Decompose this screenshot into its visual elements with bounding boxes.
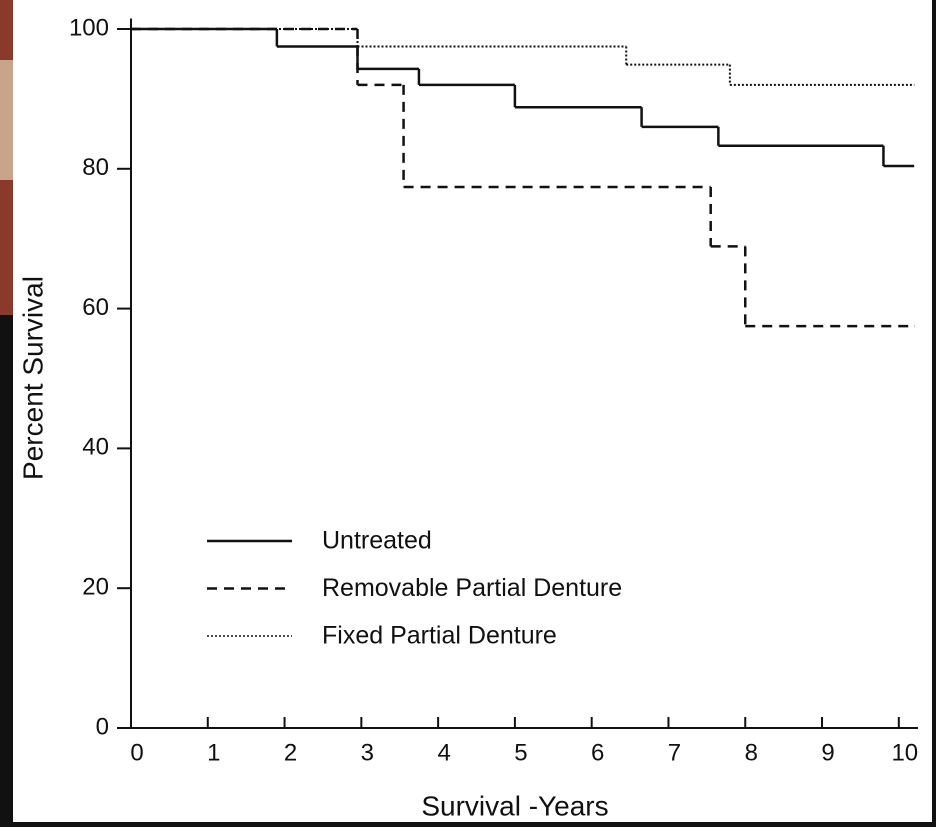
right-border: [932, 0, 936, 827]
x-tick-label: 4: [437, 739, 450, 766]
y-tick-label: 40: [82, 434, 109, 461]
bottom-border: [0, 822, 936, 827]
x-tick-label: 9: [821, 739, 834, 766]
y-tick-label: 100: [69, 14, 109, 41]
y-axis-title: Percent Survival: [17, 276, 48, 480]
x-tick-label: 1: [207, 739, 220, 766]
x-tick-label: 2: [284, 739, 297, 766]
y-tick-label: 60: [82, 294, 109, 321]
x-tick-label: 8: [745, 739, 758, 766]
photo-strip-highlight: [0, 60, 13, 180]
x-axis-title: Survival -Years: [421, 790, 608, 821]
x-tick-label: 3: [361, 739, 374, 766]
y-tick-label: 80: [82, 154, 109, 181]
x-tick-label: 0: [130, 739, 143, 766]
x-tick-label: 10: [891, 739, 918, 766]
legend-label: Untreated: [322, 527, 432, 555]
legend-label: Fixed Partial Denture: [322, 622, 557, 650]
x-tick-label: 7: [668, 739, 681, 766]
y-tick-label: 20: [82, 574, 109, 601]
photo-strip-dark: [0, 315, 13, 827]
y-tick-label: 0: [96, 713, 109, 740]
x-tick-label: 6: [591, 739, 604, 766]
x-tick-label: 5: [514, 739, 527, 766]
legend-label: Removable Partial Denture: [322, 574, 622, 602]
